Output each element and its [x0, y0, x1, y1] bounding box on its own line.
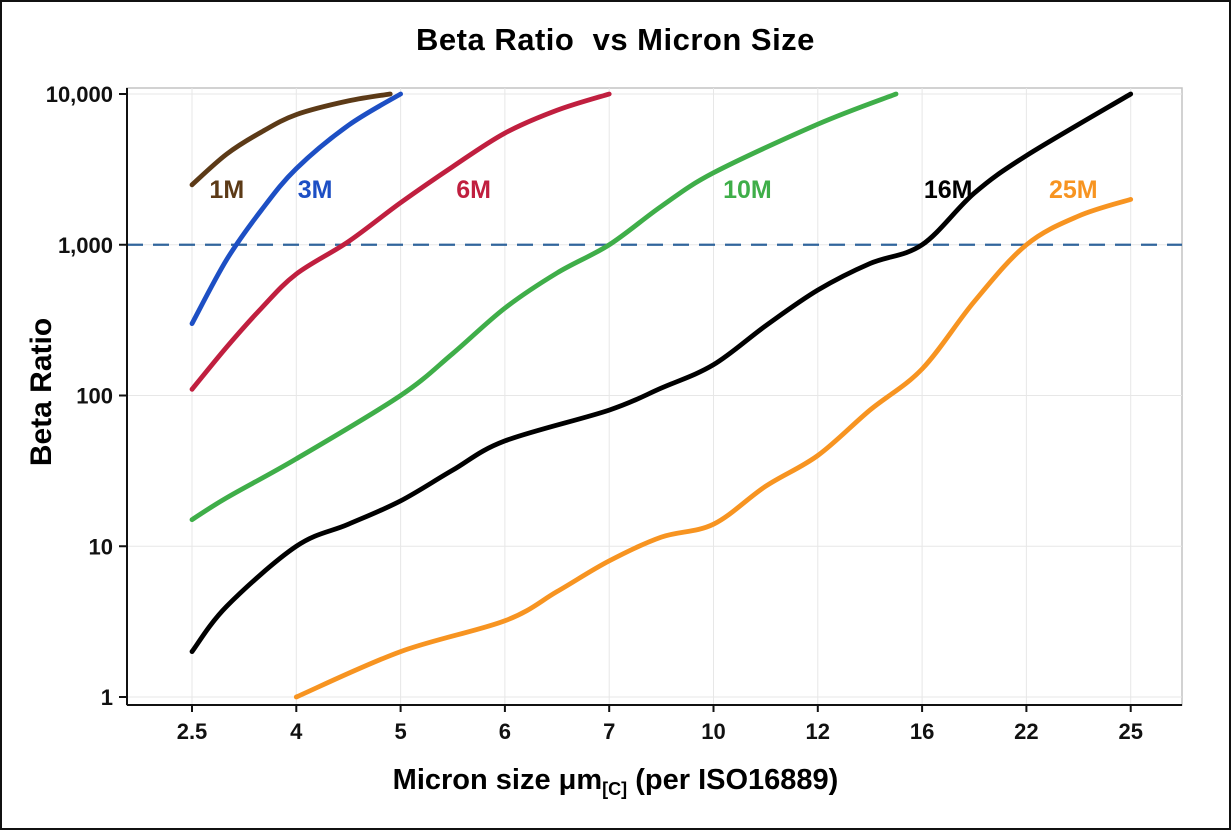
x-tick-label: 12: [806, 719, 830, 744]
y-tick-label: 10,000: [46, 82, 113, 107]
y-tick-label: 1,000: [58, 233, 113, 258]
x-tick-label: 2.5: [177, 719, 208, 744]
y-tick-label: 10: [89, 534, 113, 559]
x-axis-title: Micron size μm[C] (per ISO16889): [2, 764, 1229, 800]
x-tick-label: 10: [701, 719, 725, 744]
series-line-16M: [189, 91, 1134, 654]
series-label-25M: 25M: [1049, 176, 1098, 204]
series-label-1M: 1M: [209, 176, 244, 204]
series-line-25M: [293, 197, 1134, 700]
x-tick-label: 5: [394, 719, 406, 744]
series-line-3M: [189, 91, 403, 326]
chart-plot: 1M 3M 6M 10M 16M 25M 2.5 4 5 6 7 10 12 16 22 25 1 10 100 1,…: [46, 82, 1183, 744]
chart-title: Beta Ratio vs Micron Size: [416, 22, 815, 57]
series-line-10M: [189, 91, 899, 523]
series-line-1M: [189, 91, 393, 188]
y-tick-label: 100: [76, 384, 113, 409]
x-axis-title-rest: (per ISO16889): [627, 764, 839, 796]
series-label-3M: 3M: [298, 176, 333, 204]
x-tick-label: 25: [1118, 719, 1142, 744]
series-label-10M: 10M: [723, 176, 772, 204]
series-label-6M: 6M: [456, 176, 491, 204]
x-axis-title-main: Micron size μm: [392, 764, 603, 796]
x-tick-label: 16: [910, 719, 934, 744]
x-axis-title-subscript: [C]: [602, 779, 628, 799]
x-tick-label: 4: [290, 719, 303, 744]
y-tick-label: 1: [101, 685, 113, 710]
x-tick-label: 7: [603, 719, 615, 744]
x-tick-label: 22: [1014, 719, 1038, 744]
series-line-6M: [189, 91, 612, 392]
x-tick-label: 6: [499, 719, 511, 744]
series-label-16M: 16M: [924, 176, 973, 204]
